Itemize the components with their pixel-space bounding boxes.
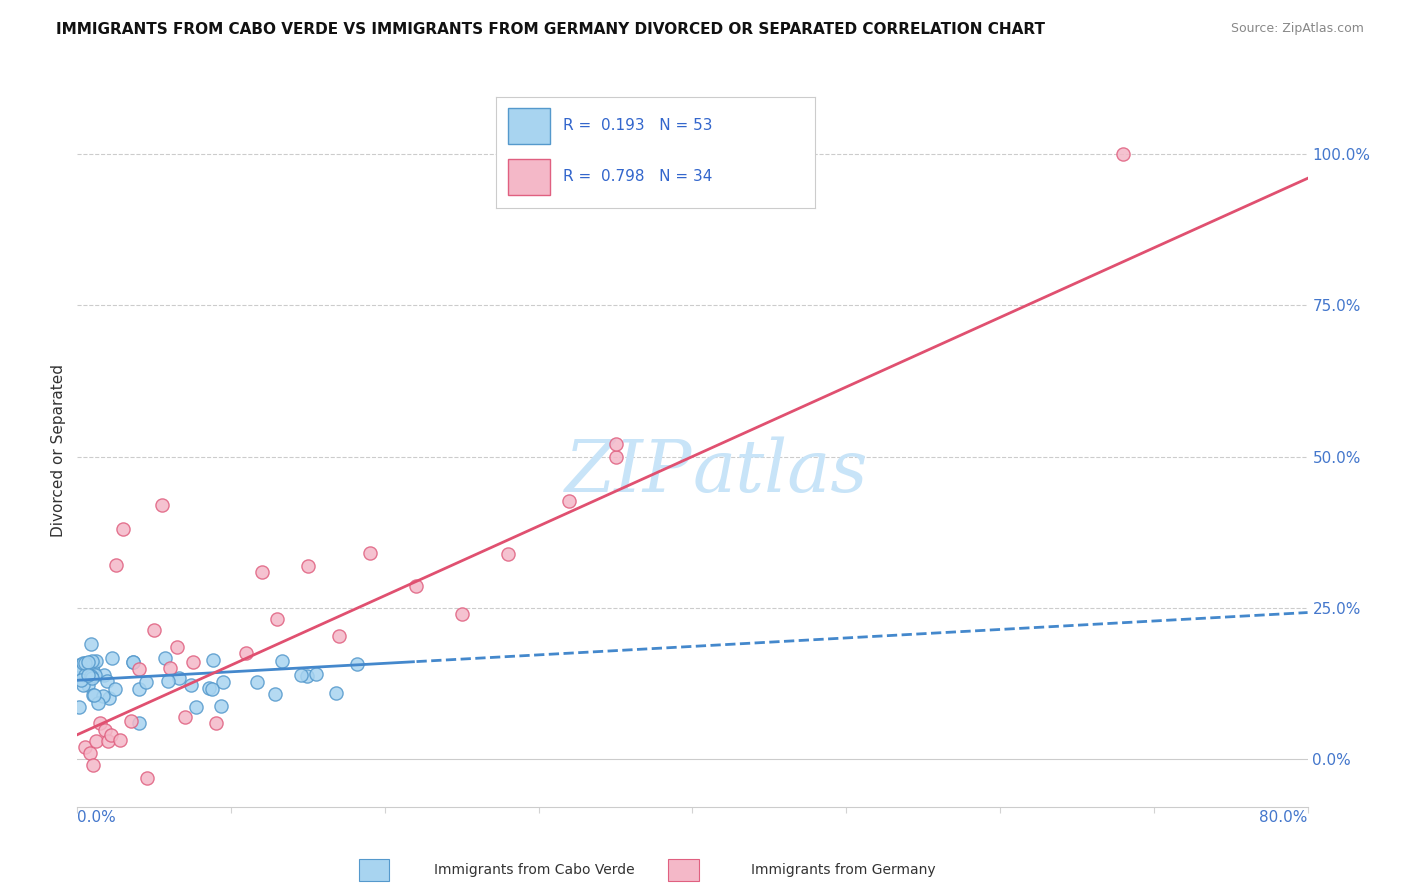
Point xyxy=(328,629,350,643)
Point xyxy=(80,654,103,668)
Point xyxy=(75,656,97,670)
Point xyxy=(166,640,188,655)
Text: IMMIGRANTS FROM CABO VERDE VS IMMIGRANTS FROM GERMANY DIVORCED OR SEPARATED CORR: IMMIGRANTS FROM CABO VERDE VS IMMIGRANTS… xyxy=(56,22,1045,37)
Point xyxy=(150,498,173,512)
Point xyxy=(128,715,150,730)
Point xyxy=(93,668,115,682)
Point xyxy=(359,546,381,560)
Point xyxy=(143,623,166,637)
Point xyxy=(167,671,190,685)
Point xyxy=(67,669,90,683)
Point xyxy=(67,700,90,714)
Point xyxy=(120,714,142,728)
Point xyxy=(84,654,107,668)
Point xyxy=(325,686,347,700)
Point xyxy=(1112,147,1135,161)
Point xyxy=(84,733,107,747)
Point xyxy=(104,558,127,573)
Point xyxy=(264,687,287,701)
Point xyxy=(121,655,143,669)
Point xyxy=(84,668,107,682)
Point xyxy=(82,758,104,772)
Point xyxy=(72,672,94,686)
Point xyxy=(73,739,96,754)
Text: Immigrants from Germany: Immigrants from Germany xyxy=(751,863,936,877)
Point xyxy=(450,607,472,621)
Point xyxy=(73,668,96,682)
Point xyxy=(180,678,202,692)
Point xyxy=(77,668,100,682)
Point xyxy=(204,716,226,731)
Point xyxy=(128,662,150,676)
Point xyxy=(89,715,111,730)
Point xyxy=(77,656,100,670)
Text: atlas: atlas xyxy=(693,436,868,508)
Point xyxy=(101,650,124,665)
Point xyxy=(235,646,257,660)
Point xyxy=(346,657,368,671)
Point xyxy=(405,579,427,593)
Point xyxy=(72,678,94,692)
Point xyxy=(558,494,581,508)
Point xyxy=(605,450,627,464)
Point xyxy=(297,669,319,683)
Point xyxy=(91,690,114,704)
Point xyxy=(128,681,150,696)
Point xyxy=(87,696,110,710)
Point xyxy=(174,710,197,724)
Point xyxy=(94,723,117,737)
Point xyxy=(112,522,135,536)
Point xyxy=(79,746,101,760)
Point xyxy=(159,661,181,675)
Point xyxy=(98,690,121,705)
Point xyxy=(97,734,120,748)
Point xyxy=(82,657,104,671)
Point xyxy=(100,728,122,742)
Point xyxy=(135,772,157,786)
Point xyxy=(304,666,326,681)
Point xyxy=(82,664,104,678)
Point xyxy=(209,699,232,714)
Point xyxy=(201,653,224,667)
Point xyxy=(82,671,104,685)
Point xyxy=(96,673,118,688)
Point xyxy=(181,655,204,669)
Point xyxy=(496,547,519,561)
Point xyxy=(69,673,91,687)
Point xyxy=(110,732,132,747)
Text: Source: ZipAtlas.com: Source: ZipAtlas.com xyxy=(1230,22,1364,36)
Point xyxy=(135,675,157,690)
Y-axis label: Divorced or Separated: Divorced or Separated xyxy=(51,364,66,537)
Text: 80.0%: 80.0% xyxy=(1260,810,1308,825)
Point xyxy=(83,689,105,703)
Point xyxy=(271,654,294,668)
Text: ZIP: ZIP xyxy=(565,436,693,508)
Point xyxy=(184,699,207,714)
Point xyxy=(79,637,101,651)
Text: Immigrants from Cabo Verde: Immigrants from Cabo Verde xyxy=(434,863,634,877)
Point xyxy=(76,678,98,692)
Point xyxy=(67,665,90,680)
Point xyxy=(156,673,179,688)
Point xyxy=(198,681,221,695)
Point xyxy=(104,681,127,696)
Point xyxy=(72,656,94,670)
Point xyxy=(250,565,273,579)
Point xyxy=(155,651,177,665)
Point xyxy=(80,669,103,683)
Point xyxy=(290,668,312,682)
Point xyxy=(246,674,269,689)
Point xyxy=(121,655,143,669)
Point xyxy=(297,559,319,574)
Point xyxy=(211,675,233,690)
Point xyxy=(605,437,627,451)
Point xyxy=(266,612,288,626)
Point xyxy=(82,689,104,703)
Point xyxy=(67,658,90,673)
Text: 0.0%: 0.0% xyxy=(77,810,117,825)
Point xyxy=(201,682,224,697)
